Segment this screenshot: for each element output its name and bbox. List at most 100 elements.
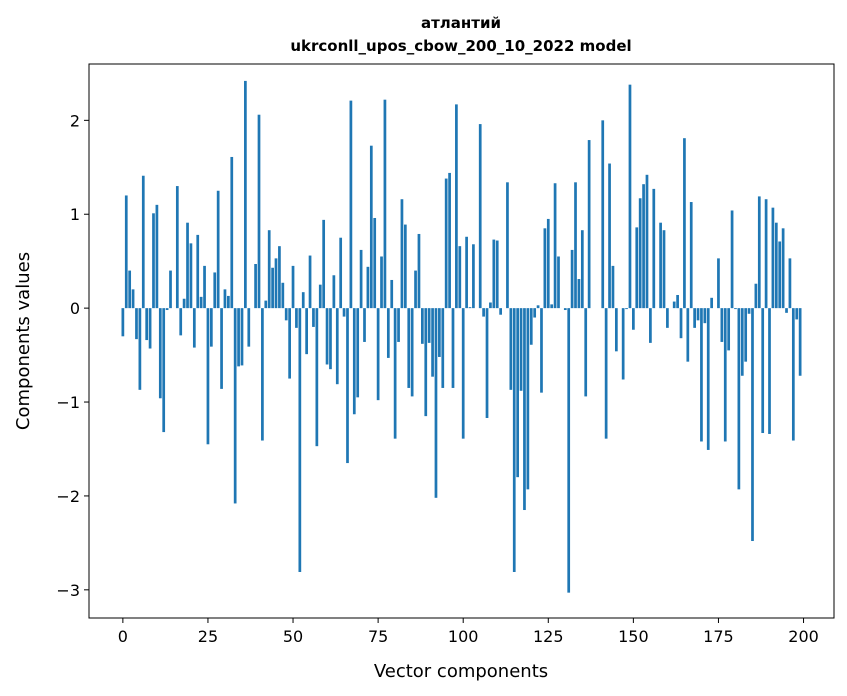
bar bbox=[281, 282, 285, 309]
bar bbox=[312, 308, 315, 327]
bar bbox=[448, 172, 451, 309]
bar bbox=[696, 308, 700, 321]
bar bbox=[141, 175, 145, 309]
bar bbox=[335, 308, 339, 385]
bar bbox=[393, 308, 397, 439]
bar bbox=[662, 230, 666, 309]
x-tick-label: 50 bbox=[283, 627, 303, 646]
bar bbox=[230, 156, 234, 309]
bar bbox=[645, 174, 649, 309]
bar bbox=[795, 308, 799, 320]
bar bbox=[458, 246, 462, 309]
bar bbox=[495, 240, 499, 309]
x-axis-label: Vector components bbox=[374, 661, 548, 682]
y-tick-label: 1 bbox=[70, 205, 80, 224]
bar bbox=[717, 258, 720, 309]
y-tick-label: 0 bbox=[70, 299, 80, 318]
bar bbox=[686, 308, 690, 362]
bar bbox=[632, 308, 635, 330]
bar bbox=[158, 308, 162, 399]
bar bbox=[676, 294, 679, 309]
bar bbox=[567, 308, 571, 593]
bar bbox=[298, 308, 302, 572]
bar bbox=[271, 267, 274, 309]
bar bbox=[121, 308, 125, 337]
bar bbox=[267, 230, 271, 309]
x-tick-label: 75 bbox=[368, 627, 388, 646]
bar bbox=[131, 289, 135, 309]
bar bbox=[155, 204, 159, 309]
bar bbox=[414, 270, 417, 309]
bar bbox=[557, 256, 560, 309]
bar bbox=[203, 265, 206, 309]
bar bbox=[148, 308, 152, 349]
bar bbox=[533, 308, 537, 318]
bar bbox=[237, 308, 240, 367]
bar bbox=[761, 308, 765, 434]
bar bbox=[550, 304, 554, 309]
bar bbox=[278, 246, 281, 309]
bar bbox=[421, 308, 424, 344]
bar bbox=[604, 308, 608, 439]
bar bbox=[492, 239, 496, 309]
bar bbox=[339, 237, 343, 309]
bar bbox=[162, 308, 166, 433]
bar bbox=[352, 308, 356, 415]
bar bbox=[781, 228, 785, 309]
bar bbox=[706, 308, 710, 450]
bar bbox=[788, 258, 792, 309]
bar bbox=[587, 140, 591, 309]
bar bbox=[407, 308, 411, 388]
bar bbox=[363, 308, 366, 342]
bar bbox=[315, 308, 319, 447]
bars-group bbox=[121, 80, 802, 593]
bar bbox=[730, 210, 734, 309]
bar bbox=[703, 308, 707, 324]
bar bbox=[519, 308, 523, 391]
bar bbox=[563, 308, 567, 311]
y-tick-label: 2 bbox=[70, 111, 80, 130]
x-tick-label: 175 bbox=[703, 627, 734, 646]
bar bbox=[791, 308, 795, 441]
bar bbox=[410, 308, 414, 397]
bar bbox=[751, 308, 754, 542]
bar bbox=[424, 308, 428, 417]
y-axis-ticks: −3 −2 −1 0 1 2 bbox=[56, 111, 89, 600]
bar bbox=[434, 308, 438, 498]
bar bbox=[601, 120, 605, 309]
bar bbox=[284, 308, 288, 321]
bar bbox=[390, 279, 394, 309]
bar bbox=[295, 308, 298, 328]
bar bbox=[754, 283, 758, 309]
bar bbox=[570, 249, 574, 309]
bar bbox=[614, 308, 618, 352]
bar bbox=[199, 296, 203, 309]
bar bbox=[778, 241, 782, 309]
bar bbox=[438, 308, 441, 357]
bar bbox=[516, 308, 520, 478]
y-tick-label: −2 bbox=[56, 487, 80, 506]
bar bbox=[189, 243, 193, 309]
bar bbox=[257, 114, 261, 309]
bar bbox=[186, 222, 189, 309]
bar bbox=[380, 256, 383, 309]
bar bbox=[740, 308, 744, 376]
bar bbox=[291, 265, 295, 309]
bar bbox=[543, 228, 547, 309]
bar bbox=[356, 308, 360, 398]
bar bbox=[526, 308, 530, 490]
bar bbox=[509, 308, 513, 390]
bar bbox=[138, 308, 142, 390]
bar bbox=[472, 244, 475, 309]
bar bbox=[621, 308, 625, 380]
bar bbox=[220, 308, 223, 389]
bar bbox=[720, 308, 724, 342]
bar bbox=[427, 308, 431, 343]
bar bbox=[468, 307, 472, 309]
x-tick-label: 200 bbox=[788, 627, 819, 646]
bar bbox=[128, 270, 132, 309]
bar bbox=[455, 104, 458, 309]
bar bbox=[693, 308, 696, 328]
y-tick-label: −1 bbox=[56, 393, 80, 412]
